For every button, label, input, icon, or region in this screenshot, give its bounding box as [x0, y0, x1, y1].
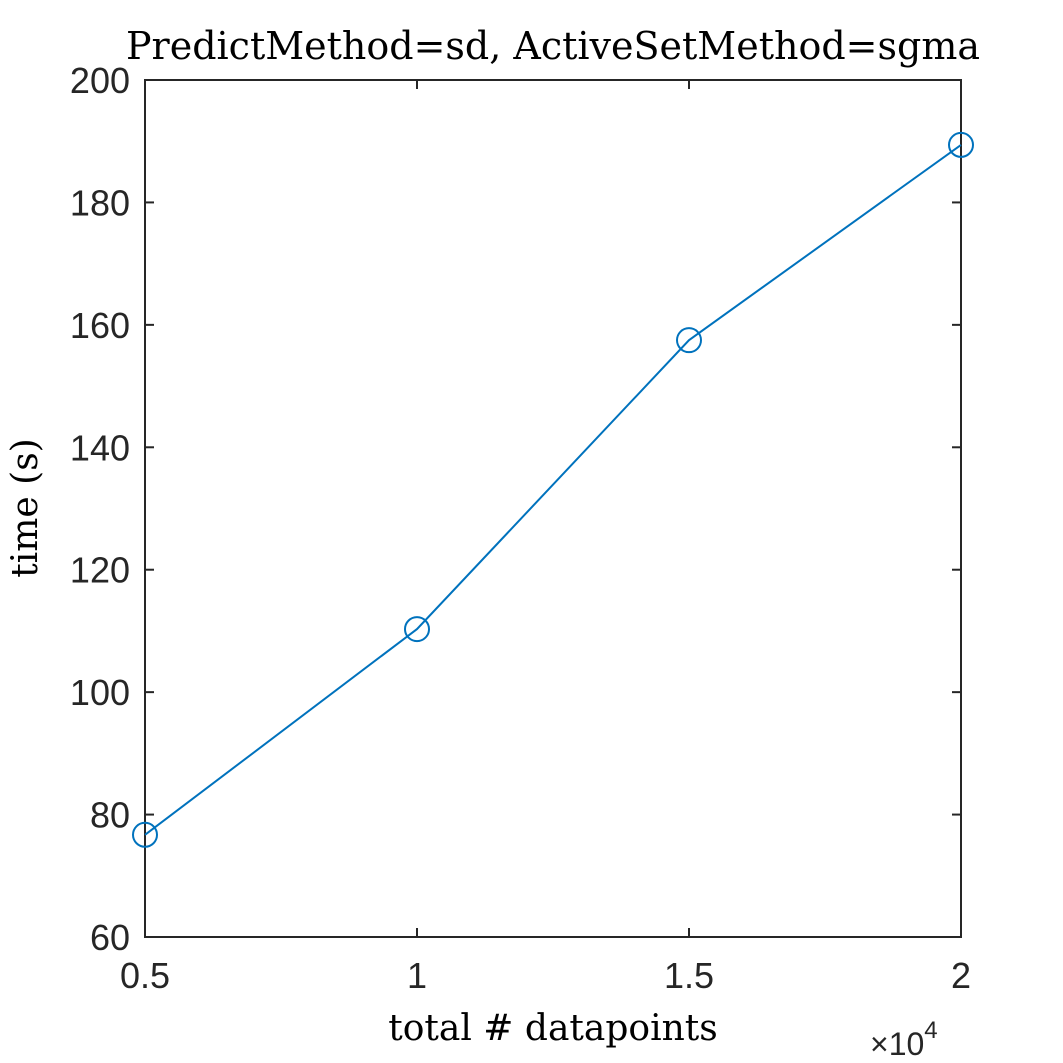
data-point-marker — [132, 821, 158, 848]
y-tick-label: 80 — [90, 795, 130, 836]
x-tick-label: 1.5 — [664, 955, 714, 996]
y-tick-label: 100 — [70, 672, 130, 713]
chart-title: PredictMethod=sd, ActiveSetMethod=sgma — [126, 24, 980, 68]
x-tick-label: 2 — [951, 955, 971, 996]
y-axis-label: time (s) — [5, 438, 46, 577]
y-tick-label: 120 — [70, 550, 130, 591]
y-tick-label: 180 — [70, 182, 130, 223]
x-tick-label: 0.5 — [120, 955, 170, 996]
plot-area: 0.5 1 1.5 2 60 80 100 120 140 160 180 200 — [70, 60, 974, 996]
data-point-marker — [404, 616, 430, 643]
series-line — [144, 144, 962, 836]
y-tick-label: 140 — [70, 427, 130, 468]
x-axis-label: total # datapoints — [388, 1008, 717, 1049]
axes-box — [144, 79, 962, 938]
x-exponent-base: ×10 — [870, 1026, 924, 1062]
x-tick-label: 1 — [407, 955, 427, 996]
x-exponent-label: ×104 — [870, 1017, 938, 1062]
y-tick-label: 200 — [70, 60, 130, 101]
y-tick-label: 60 — [90, 917, 130, 958]
data-point-marker — [676, 327, 702, 354]
x-exponent-power: 4 — [924, 1017, 937, 1044]
y-tick-label: 160 — [70, 305, 130, 346]
data-point-marker — [948, 131, 974, 158]
